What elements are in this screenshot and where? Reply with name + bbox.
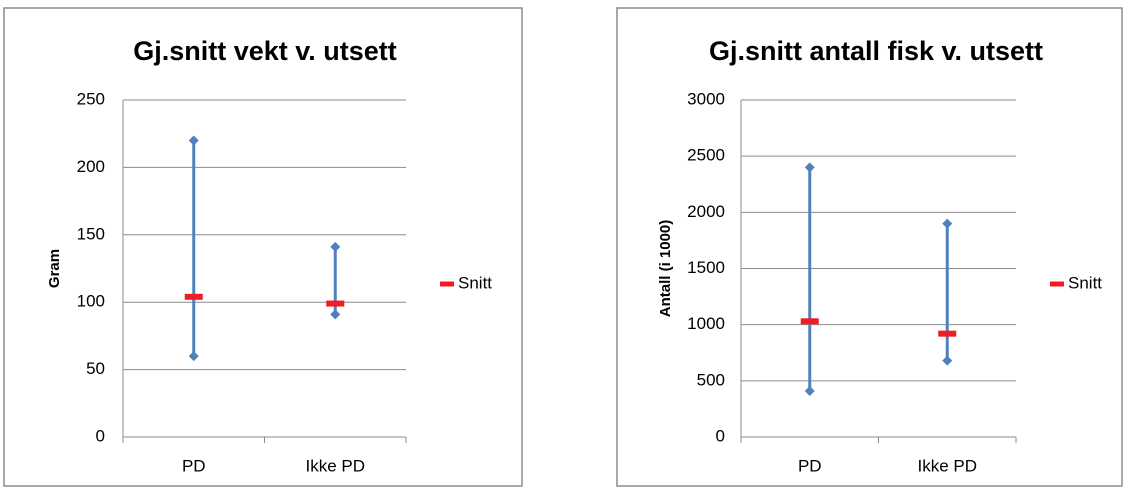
y-tick-label: 500 [697, 370, 725, 389]
legend-swatch-snitt [440, 281, 454, 287]
min-point [804, 385, 815, 396]
legend: Snitt [440, 273, 492, 292]
max-point [942, 218, 953, 229]
chart-frame [616, 7, 1123, 487]
y-tick-label: 150 [77, 224, 105, 243]
y-tick-label: 100 [77, 292, 105, 311]
min-point [330, 309, 341, 320]
chart-weight: Gj.snitt vekt v. utsett 0 50 100 150 200 250 PD… [3, 7, 523, 487]
mean-point [800, 318, 819, 325]
mean-point [184, 293, 203, 300]
mean-point [326, 300, 345, 307]
x-tick-label: PD [798, 456, 822, 475]
x-tick-label: Ikke PD [917, 456, 977, 475]
y-tick-label: 50 [86, 359, 105, 378]
y-axis-label: Antall (i 1000) [657, 220, 674, 318]
y-tick-label: 2000 [687, 202, 725, 221]
y-tick-label: 200 [77, 157, 105, 176]
legend-swatch-snitt [1050, 281, 1064, 287]
legend-label-snitt: Snitt [458, 273, 492, 292]
min-point [942, 355, 953, 366]
max-point [188, 135, 199, 146]
y-tick-label: 3000 [687, 89, 725, 108]
y-tick-label: 0 [716, 426, 725, 445]
chart-fish-count: Gj.snitt antall fisk v. utsett 0 500 1000 15… [616, 7, 1123, 487]
y-tick-label: 2500 [687, 146, 725, 165]
x-tick-label: PD [182, 456, 206, 475]
y-tick-label: 1500 [687, 258, 725, 277]
legend: Snitt [1050, 273, 1102, 292]
min-point [188, 351, 199, 362]
mean-point [938, 330, 957, 337]
y-axis-label: Gram [46, 249, 63, 288]
max-point [804, 162, 815, 173]
y-tick-label: 0 [96, 426, 105, 445]
chart-title: Gj.snitt antall fisk v. utsett [709, 36, 1043, 66]
x-tick-label: Ikke PD [305, 456, 365, 475]
y-tick-label: 250 [77, 89, 105, 108]
max-point [330, 241, 341, 252]
y-tick-label: 1000 [687, 314, 725, 333]
chart-title: Gj.snitt vekt v. utsett [133, 36, 397, 66]
legend-label-snitt: Snitt [1068, 273, 1102, 292]
chart-frame [3, 7, 523, 487]
